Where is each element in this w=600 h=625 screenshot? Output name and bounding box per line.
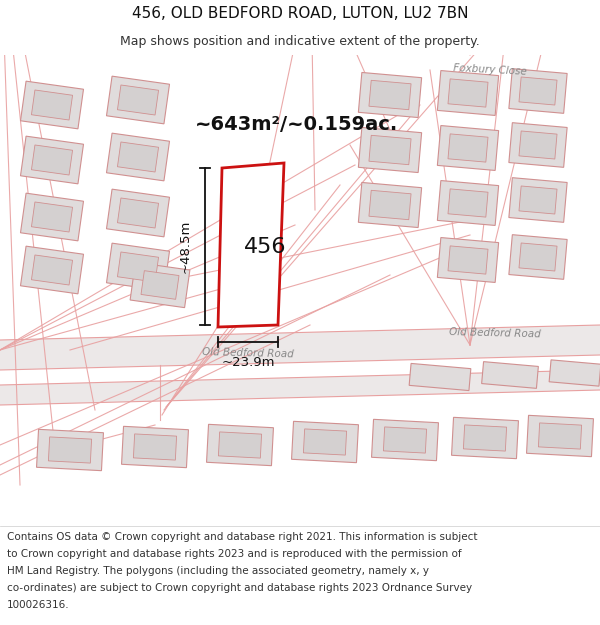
- Polygon shape: [20, 81, 83, 129]
- Polygon shape: [437, 181, 499, 226]
- Polygon shape: [358, 182, 422, 228]
- Polygon shape: [549, 360, 600, 386]
- Polygon shape: [369, 80, 411, 110]
- Polygon shape: [49, 437, 92, 463]
- Text: Old Bedford Road: Old Bedford Road: [202, 347, 294, 359]
- Polygon shape: [437, 126, 499, 171]
- Text: ~643m²/~0.159ac.: ~643m²/~0.159ac.: [195, 116, 398, 134]
- Polygon shape: [206, 424, 274, 466]
- Text: 100026316.: 100026316.: [7, 600, 70, 610]
- Polygon shape: [37, 429, 103, 471]
- Polygon shape: [106, 133, 170, 181]
- Polygon shape: [437, 238, 499, 282]
- Polygon shape: [106, 189, 170, 237]
- Polygon shape: [448, 246, 488, 274]
- Polygon shape: [118, 198, 158, 228]
- Polygon shape: [20, 193, 83, 241]
- Polygon shape: [218, 163, 284, 327]
- Polygon shape: [448, 189, 488, 217]
- Polygon shape: [304, 429, 347, 455]
- Polygon shape: [437, 71, 499, 116]
- Polygon shape: [509, 69, 567, 113]
- Polygon shape: [448, 134, 488, 162]
- Polygon shape: [133, 434, 176, 460]
- Text: 456: 456: [244, 237, 286, 257]
- Polygon shape: [509, 122, 567, 168]
- Polygon shape: [409, 363, 471, 391]
- Polygon shape: [509, 234, 567, 279]
- Polygon shape: [358, 72, 422, 118]
- Polygon shape: [292, 421, 358, 462]
- Text: ~48.5m: ~48.5m: [179, 220, 191, 273]
- Polygon shape: [31, 90, 73, 120]
- Polygon shape: [452, 418, 518, 459]
- Polygon shape: [527, 416, 593, 457]
- Polygon shape: [31, 255, 73, 285]
- Text: co-ordinates) are subject to Crown copyright and database rights 2023 Ordnance S: co-ordinates) are subject to Crown copyr…: [7, 583, 472, 593]
- Text: Contains OS data © Crown copyright and database right 2021. This information is : Contains OS data © Crown copyright and d…: [7, 532, 478, 542]
- Polygon shape: [519, 186, 557, 214]
- Polygon shape: [20, 246, 83, 294]
- Polygon shape: [482, 362, 538, 388]
- Polygon shape: [509, 177, 567, 222]
- Text: to Crown copyright and database rights 2023 and is reproduced with the permissio: to Crown copyright and database rights 2…: [7, 549, 462, 559]
- Polygon shape: [0, 370, 600, 405]
- Text: HM Land Registry. The polygons (including the associated geometry, namely x, y: HM Land Registry. The polygons (includin…: [7, 566, 429, 576]
- Polygon shape: [130, 262, 190, 308]
- Polygon shape: [118, 142, 158, 172]
- Text: Old Bedford Road: Old Bedford Road: [449, 327, 541, 339]
- Polygon shape: [519, 243, 557, 271]
- Polygon shape: [448, 79, 488, 107]
- Polygon shape: [369, 190, 411, 220]
- Polygon shape: [383, 427, 427, 453]
- Polygon shape: [31, 202, 73, 232]
- Polygon shape: [106, 76, 170, 124]
- Text: ~23.9m: ~23.9m: [221, 356, 275, 369]
- Text: 456, OLD BEDFORD ROAD, LUTON, LU2 7BN: 456, OLD BEDFORD ROAD, LUTON, LU2 7BN: [132, 6, 468, 21]
- Polygon shape: [106, 243, 170, 291]
- Text: Foxbury Close: Foxbury Close: [453, 63, 527, 77]
- Polygon shape: [20, 136, 83, 184]
- Polygon shape: [118, 252, 158, 282]
- Polygon shape: [31, 145, 73, 175]
- Polygon shape: [141, 271, 179, 299]
- Polygon shape: [519, 131, 557, 159]
- Text: Map shows position and indicative extent of the property.: Map shows position and indicative extent…: [120, 35, 480, 48]
- Polygon shape: [118, 85, 158, 115]
- Polygon shape: [463, 425, 506, 451]
- Polygon shape: [371, 419, 439, 461]
- Polygon shape: [538, 423, 581, 449]
- Polygon shape: [0, 325, 600, 370]
- Polygon shape: [358, 127, 422, 172]
- Polygon shape: [519, 77, 557, 105]
- Polygon shape: [122, 426, 188, 468]
- Polygon shape: [218, 432, 262, 458]
- Polygon shape: [369, 135, 411, 165]
